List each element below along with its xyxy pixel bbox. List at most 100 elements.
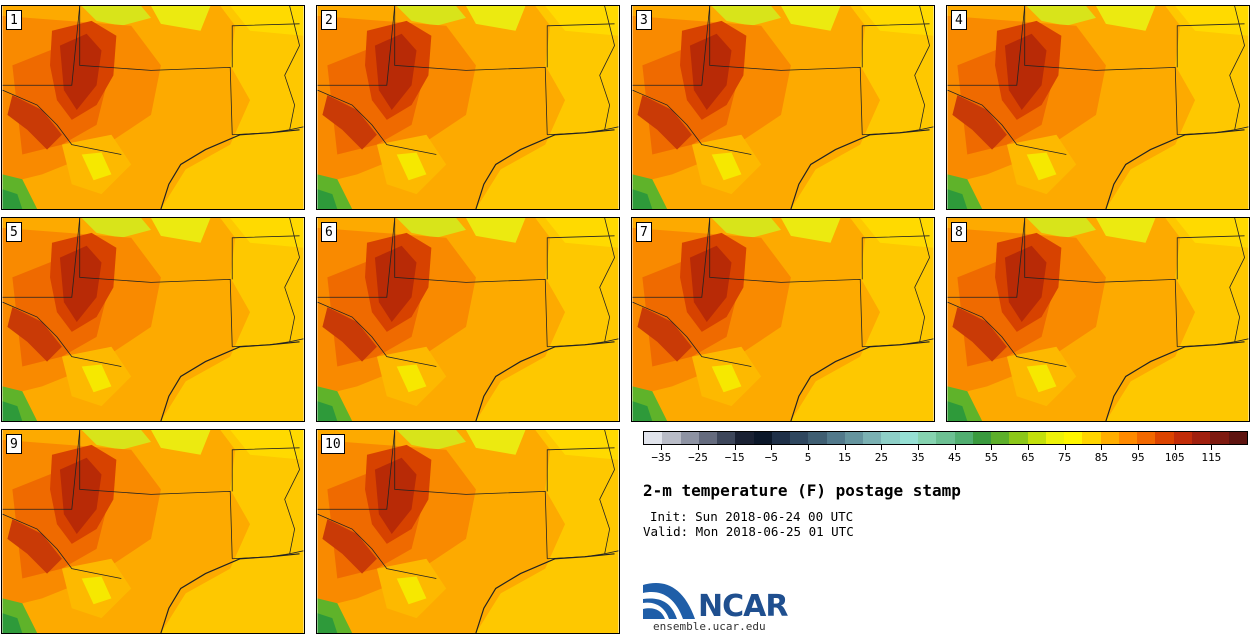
ensemble-member-panel: 2 [316,5,620,210]
colorbar-tick [1101,445,1103,450]
colorbar-tick-label: 25 [874,451,888,464]
colorbar-tick-label: −15 [724,451,745,464]
member-number: 4 [951,10,967,30]
colorbar-segment [1210,432,1229,444]
colorbar-tick [808,445,809,450]
colorbar-tick [771,445,773,450]
ensemble-member-panel: 8 [946,217,1250,422]
colorbar-segment [662,432,681,444]
colorbar-tick-label: 5 [804,451,812,464]
colorbar-segment [1064,432,1083,444]
colorbar-tick [1211,445,1213,450]
member-number: 7 [636,222,652,242]
temperature-map [2,430,304,633]
temperature-map [632,6,934,209]
colorbar-tick-label: 55 [984,451,998,464]
colorbar-tick-label: −5 [764,451,778,464]
colorbar-tick [1138,445,1139,450]
colorbar-segment [844,432,864,444]
colorbar-segment [991,432,1010,444]
colorbar-tick [954,445,956,450]
ensemble-member-panel: 10 [316,429,620,634]
member-number: 1 [6,10,22,30]
colorbar-segment [1082,432,1101,444]
colorbar-segment [771,432,791,444]
colorbar-tick-label: 15 [838,451,852,464]
colorbar-segment [753,432,772,444]
colorbar-tick [881,445,883,450]
member-number: 3 [636,10,652,30]
colorbar-segment [1009,432,1028,444]
colorbar-tick-label: 65 [1021,451,1035,464]
colorbar-segment [972,432,992,444]
colorbar-segment [644,432,663,444]
colorbar-tick-label: 95 [1131,451,1145,464]
temperature-map [317,430,619,633]
colorbar-tick-label: 45 [948,451,962,464]
ensemble-member-panel: 4 [946,5,1250,210]
ensemble-member-panel: 7 [631,217,935,422]
colorbar-tick [698,445,699,450]
colorbar-segment [917,432,937,444]
temperature-map [2,218,304,421]
member-number: 10 [321,434,345,454]
member-number: 5 [6,222,22,242]
colorbar-segment [1228,432,1247,444]
colorbar-segment [1100,432,1119,444]
colorbar-segment [1027,432,1046,444]
colorbar-tick [918,445,919,450]
colorbar-tick [991,445,993,450]
temperature-colorbar [643,431,1248,445]
colorbar-segment [808,432,827,444]
colorbar-tick [734,445,736,450]
ensemble-member-panel: 9 [1,429,305,634]
temperature-map [947,218,1249,421]
colorbar-segment [735,432,754,444]
colorbar-tick-label: 85 [1094,451,1108,464]
member-number: 8 [951,222,967,242]
colorbar-segment [1155,432,1174,444]
colorbar-segment [1137,432,1156,444]
colorbar-segment [1191,432,1211,444]
ncar-logo-icon [643,582,695,619]
colorbar-tick [1174,445,1176,450]
colorbar-ticks: −35 −25 −15 −5 5 15 25 35 45 55 65 75 85 95 105 115 [643,445,1248,465]
valid-time: Valid: Mon 2018-06-25 01 UTC [643,524,854,539]
colorbar-tick-label: 35 [911,451,925,464]
colorbar-tick [1028,445,1029,450]
colorbar-tick [1064,445,1066,450]
colorbar-segment [790,432,809,444]
colorbar-tick-label: 115 [1201,451,1222,464]
temperature-map [632,218,934,421]
page-title: 2-m temperature (F) postage stamp [643,481,961,500]
ensemble-member-panel: 5 [1,217,305,422]
temperature-map [947,6,1249,209]
colorbar-tick [844,445,846,450]
temperature-map [317,6,619,209]
colorbar-segment [1045,432,1065,444]
colorbar-segment [936,432,955,444]
ensemble-member-panel: 3 [631,5,935,210]
colorbar-tick [661,445,663,450]
member-number: 6 [321,222,337,242]
ensemble-member-panel: 1 [1,5,305,210]
colorbar-segment [863,432,882,444]
ncar-wordmark: NCAR [698,589,788,624]
colorbar-segment [698,432,718,444]
ensemble-member-panel: 6 [316,217,620,422]
colorbar-segment [881,432,900,444]
colorbar-segment [954,432,973,444]
temperature-map [2,6,304,209]
colorbar-tick-label: 105 [1164,451,1185,464]
colorbar-tick-label: −35 [651,451,672,464]
colorbar-segment [1118,432,1138,444]
colorbar-segment [826,432,845,444]
colorbar-segment [717,432,736,444]
member-number: 9 [6,434,22,454]
temperature-map [317,218,619,421]
colorbar-segment [680,432,699,444]
site-url[interactable]: ensemble.ucar.edu [653,620,766,633]
colorbar-segment [1173,432,1192,444]
colorbar-segment [899,432,918,444]
colorbar-tick-label: −25 [688,451,708,464]
